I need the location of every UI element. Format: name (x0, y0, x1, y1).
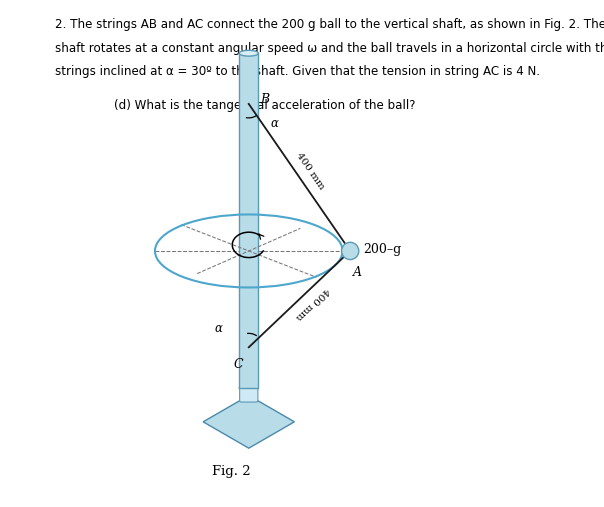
Text: C: C (234, 358, 243, 372)
Text: A: A (353, 266, 362, 279)
Ellipse shape (239, 50, 259, 56)
Text: shaft rotates at a constant angular speed ω and the ball travels in a horizontal: shaft rotates at a constant angular spee… (54, 42, 604, 55)
FancyBboxPatch shape (240, 386, 258, 402)
Text: α: α (270, 117, 278, 130)
Text: (d) What is the tangential acceleration of the ball?: (d) What is the tangential acceleration … (114, 99, 416, 113)
Text: α: α (214, 321, 222, 335)
Text: 400 mm: 400 mm (294, 285, 331, 321)
Text: 2. The strings AB and AC connect the 200 g ball to the vertical shaft, as shown : 2. The strings AB and AC connect the 200… (54, 18, 604, 31)
Text: strings inclined at α = 30º to the shaft. Given that the tension in string AC is: strings inclined at α = 30º to the shaft… (54, 65, 539, 79)
Text: 200–g: 200–g (363, 243, 401, 256)
Text: 400 mm: 400 mm (295, 151, 326, 192)
Bar (239, 53, 259, 388)
Ellipse shape (239, 385, 259, 390)
Polygon shape (203, 395, 294, 448)
Text: Fig. 2: Fig. 2 (212, 464, 250, 478)
Text: B: B (260, 93, 269, 106)
Circle shape (341, 242, 359, 260)
